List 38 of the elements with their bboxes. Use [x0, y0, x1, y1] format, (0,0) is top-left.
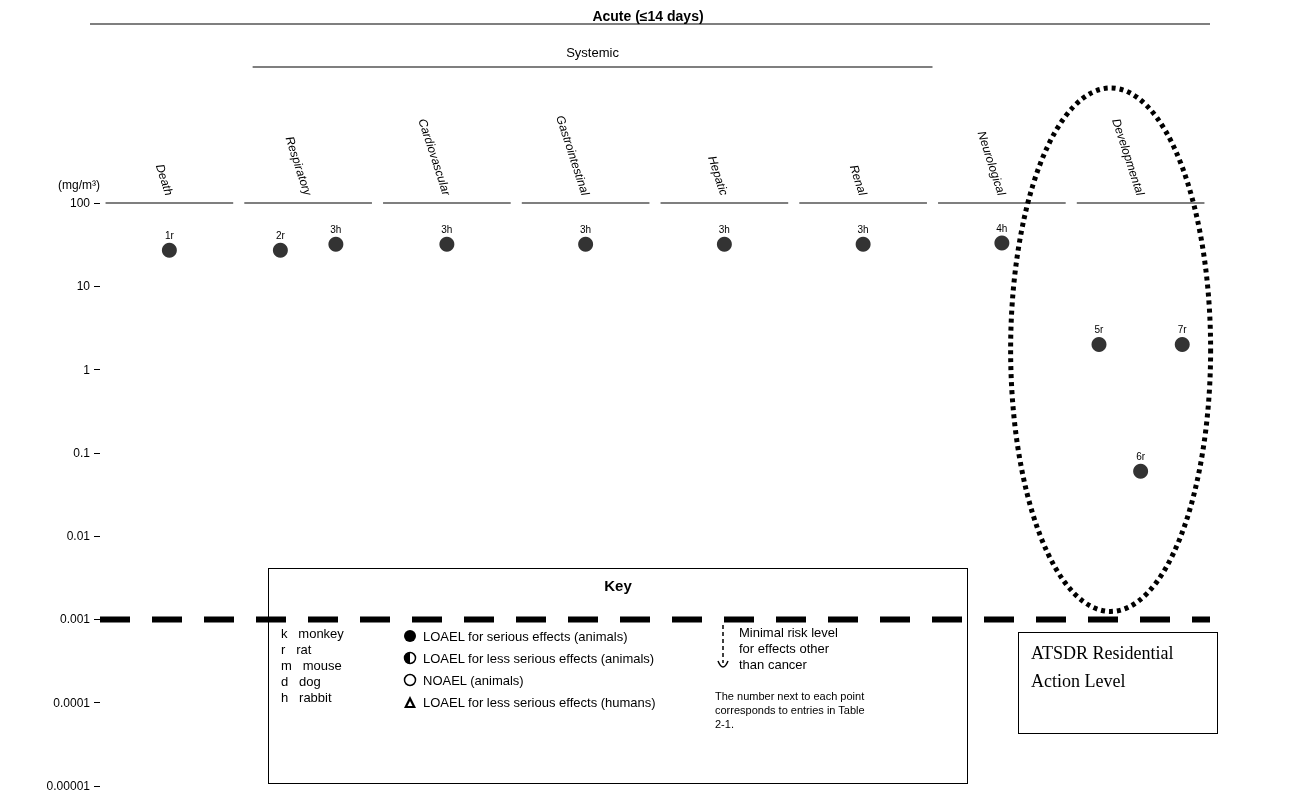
y-tick-label: 1: [83, 362, 91, 377]
y-tick-label: 0.00001: [46, 779, 91, 793]
annotation: Key: [603, 576, 633, 596]
annotation: m mouse: [281, 657, 343, 673]
y-tick-label: 0.001: [59, 612, 91, 627]
annotation: NOAEL (animals): [423, 672, 524, 688]
y-tick-label: 0.0001: [53, 695, 91, 710]
y-tick-label: 0.1: [73, 445, 91, 460]
x-tick-label: Hepatic: [705, 154, 732, 198]
y-tick-label: 10: [76, 279, 91, 294]
chart-title: Acute (≤14 days): [592, 8, 704, 24]
annotation: 7r: [1177, 324, 1188, 335]
annotation: Minimal risk level for effects other than cancer: [739, 625, 839, 674]
annotation: LOAEL for less serious effects (animals): [423, 650, 655, 666]
y-tick-label: 100: [69, 196, 91, 210]
label-box: ATSDR Residential Action Level: [1018, 632, 1218, 734]
x-tick-label: Renal: [846, 163, 870, 198]
annotation: 3h: [580, 223, 592, 235]
annotation: 3h: [330, 223, 342, 235]
annotation: h rabbit: [281, 689, 333, 705]
y-axis-title: (mg/m³): [58, 178, 100, 192]
annotation: d dog: [281, 673, 322, 689]
annotation: LOAEL for less serious effects (humans): [423, 694, 656, 710]
annotation: The number next to each point corresponds to entries in Table 2-1.: [715, 689, 866, 731]
annotation: 2r: [275, 229, 286, 241]
annotation: 5r: [1094, 324, 1105, 335]
annotation: r rat: [281, 641, 313, 657]
annotation: 3h: [718, 223, 730, 235]
x-tick-label: Death: [152, 162, 177, 198]
annotation: 6r: [1136, 450, 1146, 462]
y-tick-label: 0.01: [66, 529, 91, 544]
annotation: 4h: [996, 222, 1008, 234]
text: Systemic: [566, 45, 620, 60]
annotation: 3h: [441, 223, 453, 235]
annotation: LOAEL for serious effects (animals): [423, 628, 628, 644]
annotation: 3h: [857, 223, 869, 235]
annotation: k monkey: [281, 625, 345, 641]
annotation: 1r: [164, 229, 175, 241]
